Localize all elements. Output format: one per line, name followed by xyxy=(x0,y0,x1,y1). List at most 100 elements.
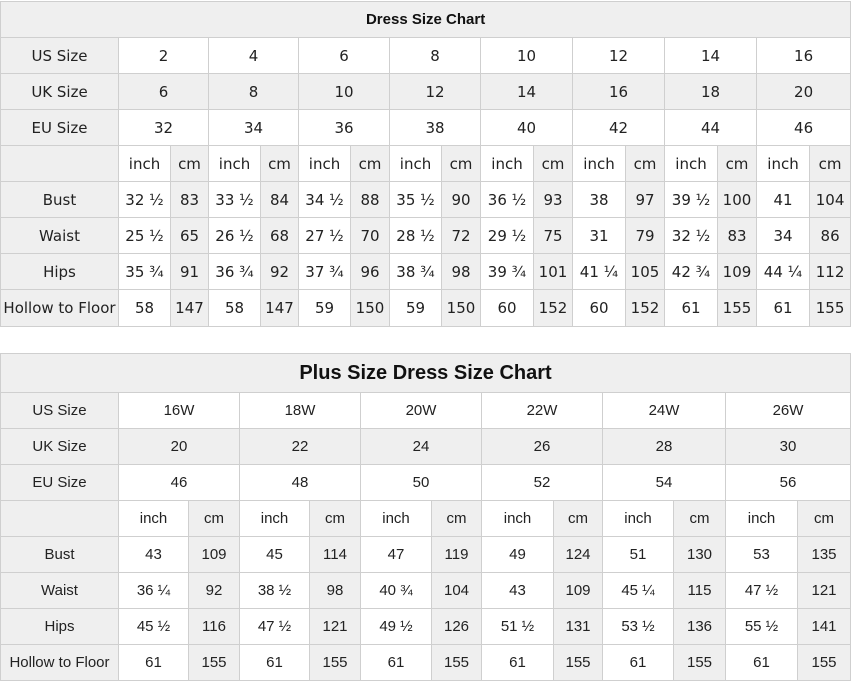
hips-inch-value: 44 ¼ xyxy=(756,253,810,290)
hollow-to-floor-inch-value: 61 xyxy=(118,644,189,681)
bust-inch-value: 39 ½ xyxy=(664,181,718,218)
waist-label: Waist xyxy=(0,572,119,609)
unit-cm-header: cm xyxy=(431,500,482,537)
unit-row-label xyxy=(0,500,119,537)
bust-inch-value: 35 ½ xyxy=(389,181,442,218)
eu-size-value: 54 xyxy=(602,464,726,501)
hollow-to-floor-inch-value: 61 xyxy=(664,289,718,327)
hollow-to-floor-row: Hollow to Floor 58 147 58 147 59 150 59 150 60 152… xyxy=(0,289,851,327)
waist-inch-value: 27 ½ xyxy=(298,217,351,254)
hips-cm-value: 141 xyxy=(796,608,851,645)
us-size-value: 16 xyxy=(755,37,851,74)
unit-cm-header: cm xyxy=(717,145,757,182)
hips-cm-value: 105 xyxy=(625,253,665,290)
hollow-to-floor-label: Hollow to Floor xyxy=(0,289,119,327)
hollow-to-floor-cm-value: 147 xyxy=(260,289,299,327)
uk-size-label: UK Size xyxy=(0,428,119,465)
hollow-to-floor-inch-value: 61 xyxy=(239,644,310,681)
hollow-to-floor-cm-value: 147 xyxy=(170,289,209,327)
uk-size-value: 20 xyxy=(118,428,240,465)
hips-inch-value: 37 ¾ xyxy=(298,253,351,290)
hollow-to-floor-inch-value: 61 xyxy=(481,644,554,681)
unit-cm-header: cm xyxy=(673,500,726,537)
waist-cm-value: 86 xyxy=(808,217,851,254)
eu-size-value: 36 xyxy=(298,109,390,146)
uk-size-value: 16 xyxy=(572,73,665,110)
us-size-label: US Size xyxy=(0,37,119,74)
hollow-to-floor-cm-value: 155 xyxy=(309,644,361,681)
chart-title: Plus Size Dress Size Chart xyxy=(0,353,851,393)
eu-size-value: 32 xyxy=(118,109,209,146)
eu-size-value: 44 xyxy=(664,109,757,146)
hips-inch-value: 35 ¾ xyxy=(118,253,171,290)
bust-inch-value: 45 xyxy=(239,536,310,573)
unit-inch-header: inch xyxy=(239,500,310,537)
waist-cm-value: 68 xyxy=(260,217,299,254)
title-row: Plus Size Dress Size Chart xyxy=(0,353,851,393)
bust-inch-value: 41 xyxy=(756,181,810,218)
waist-cm-value: 115 xyxy=(673,572,726,609)
hips-cm-value: 121 xyxy=(309,608,361,645)
hips-inch-value: 49 ½ xyxy=(360,608,432,645)
unit-cm-header: cm xyxy=(441,145,481,182)
unit-inch-header: inch xyxy=(602,500,674,537)
bust-cm-value: 100 xyxy=(717,181,757,218)
waist-inch-value: 26 ½ xyxy=(208,217,261,254)
hips-cm-value: 92 xyxy=(260,253,299,290)
uk-size-label: UK Size xyxy=(0,73,119,110)
unit-cm-header: cm xyxy=(188,500,240,537)
hips-cm-value: 116 xyxy=(188,608,240,645)
waist-cm-value: 83 xyxy=(717,217,757,254)
bust-inch-value: 49 xyxy=(481,536,554,573)
hollow-to-floor-label: Hollow to Floor xyxy=(0,644,119,681)
hollow-to-floor-cm-value: 155 xyxy=(673,644,726,681)
unit-inch-header: inch xyxy=(360,500,432,537)
us-size-label: US Size xyxy=(0,392,119,429)
unit-cm-header: cm xyxy=(533,145,573,182)
waist-cm-value: 109 xyxy=(553,572,603,609)
hollow-to-floor-cm-value: 155 xyxy=(553,644,603,681)
bust-cm-value: 114 xyxy=(309,536,361,573)
uk-size-value: 14 xyxy=(480,73,573,110)
hips-inch-value: 47 ½ xyxy=(239,608,310,645)
bust-label: Bust xyxy=(0,536,119,573)
unit-inch-header: inch xyxy=(389,145,442,182)
eu-size-value: 38 xyxy=(389,109,481,146)
eu-size-value: 40 xyxy=(480,109,573,146)
eu-size-value: 34 xyxy=(208,109,299,146)
hips-cm-value: 109 xyxy=(717,253,757,290)
us-size-row: US Size 16W 18W 20W 22W 24W 26W xyxy=(0,392,851,429)
waist-inch-value: 34 xyxy=(756,217,810,254)
hips-cm-value: 96 xyxy=(350,253,390,290)
unit-inch-header: inch xyxy=(572,145,626,182)
hips-inch-value: 45 ½ xyxy=(118,608,189,645)
hollow-to-floor-cm-value: 150 xyxy=(350,289,390,327)
waist-cm-value: 70 xyxy=(350,217,390,254)
hollow-to-floor-cm-value: 152 xyxy=(625,289,665,327)
uk-size-value: 8 xyxy=(208,73,299,110)
uk-size-value: 12 xyxy=(389,73,481,110)
unit-cm-header: cm xyxy=(309,500,361,537)
eu-size-value: 50 xyxy=(360,464,482,501)
unit-row-label xyxy=(0,145,119,182)
waist-inch-value: 45 ¼ xyxy=(602,572,674,609)
chart-title: Dress Size Chart xyxy=(0,1,851,38)
hips-inch-value: 36 ¾ xyxy=(208,253,261,290)
eu-size-value: 46 xyxy=(118,464,240,501)
eu-size-row: EU Size 32 34 36 38 40 42 44 46 xyxy=(0,109,851,146)
bust-cm-value: 88 xyxy=(350,181,390,218)
bust-cm-value: 130 xyxy=(673,536,726,573)
us-size-value: 12 xyxy=(572,37,665,74)
hips-inch-value: 53 ½ xyxy=(602,608,674,645)
hollow-to-floor-cm-value: 155 xyxy=(717,289,757,327)
hips-inch-value: 51 ½ xyxy=(481,608,554,645)
hollow-to-floor-inch-value: 61 xyxy=(360,644,432,681)
uk-size-value: 6 xyxy=(118,73,209,110)
hollow-to-floor-inch-value: 61 xyxy=(602,644,674,681)
bust-label: Bust xyxy=(0,181,119,218)
bust-row: Bust 32 ½ 83 33 ½ 84 34 ½ 88 35 ½ 90 36 ½ 93 38 97 39… xyxy=(0,181,851,218)
uk-size-row: UK Size 6 8 10 12 14 16 18 20 xyxy=(0,73,851,110)
hollow-to-floor-cm-value: 155 xyxy=(431,644,482,681)
waist-inch-value: 31 xyxy=(572,217,626,254)
